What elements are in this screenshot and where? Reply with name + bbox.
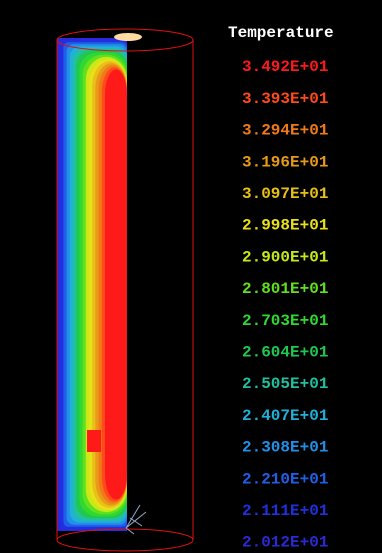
legend-label: 2.604E+01 (242, 344, 328, 362)
legend-label: 3.196E+01 (242, 153, 328, 171)
legend-label: 2.703E+01 (242, 312, 328, 330)
legend-label: 2.407E+01 (242, 407, 328, 425)
legend-label: 2.505E+01 (242, 375, 328, 393)
contour-plot (57, 38, 127, 531)
legend-label: 2.900E+01 (242, 248, 328, 266)
viewer: Temperature 3.492E+01 3.393E+01 3.294E+01 3… (0, 0, 382, 553)
legend-label: 3.393E+01 (242, 90, 328, 108)
legend-label: 3.097E+01 (242, 185, 328, 203)
legend-label: 2.998E+01 (242, 217, 328, 235)
legend-label: 3.492E+01 (242, 58, 328, 76)
contour-band (105, 70, 127, 500)
legend-label: 2.210E+01 (242, 470, 328, 488)
legend-label: 2.012E+01 (242, 534, 328, 552)
page: Temperature 3.492E+01 3.393E+01 3.294E+01 3… (0, 0, 382, 553)
legend-title: Temperature (228, 24, 334, 42)
legend-label: 3.294E+01 (242, 122, 328, 140)
top-highlight (114, 33, 142, 41)
hot-spot (87, 430, 101, 452)
legend-label: 2.308E+01 (242, 439, 328, 457)
legend-label: 2.801E+01 (242, 280, 328, 298)
legend-label: 2.111E+01 (242, 502, 328, 520)
